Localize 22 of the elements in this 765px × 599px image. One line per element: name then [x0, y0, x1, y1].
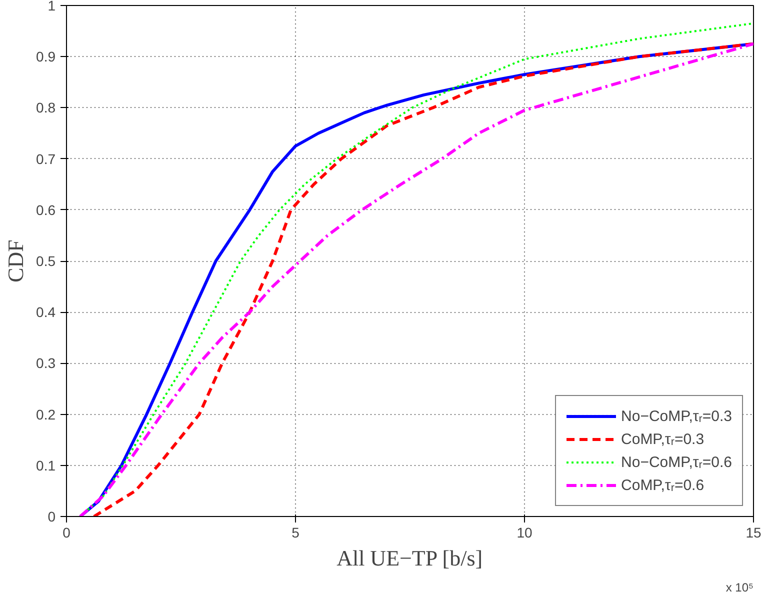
- y-axis-title: CDF: [3, 240, 28, 282]
- y-tick-label: 1: [48, 0, 56, 14]
- legend-label: No−CoMP,τᵣ=0.3: [621, 408, 732, 424]
- text: x 10⁵: [726, 580, 754, 594]
- y-tick-label: 0.4: [36, 304, 56, 320]
- legend-label: No−CoMP,τᵣ=0.6: [621, 454, 732, 470]
- x-tick-label: 10: [516, 524, 532, 540]
- y-tick-label: 0.5: [36, 253, 56, 269]
- y-tick-label: 0.1: [36, 457, 56, 474]
- y-tick-label: 0.2: [36, 406, 56, 422]
- legend-label: CoMP,τᵣ=0.6: [621, 476, 704, 494]
- y-tick-label: 0: [48, 508, 56, 524]
- x-tick-label: 15: [746, 524, 762, 540]
- x-axis-title: All UE−TP [b/s]: [336, 546, 483, 570]
- x-tick-label: 5: [292, 524, 300, 540]
- y-tick-label: 0.8: [36, 100, 56, 116]
- x-tick-label: 0: [62, 524, 71, 540]
- y-tick-label: 0.9: [36, 48, 56, 65]
- y-tick-label: 0.3: [36, 355, 56, 372]
- legend-label: CoMP,τᵣ=0.3: [621, 430, 704, 448]
- y-tick-label: 0.7: [36, 150, 56, 167]
- y-tick-label: 0.6: [36, 202, 56, 218]
